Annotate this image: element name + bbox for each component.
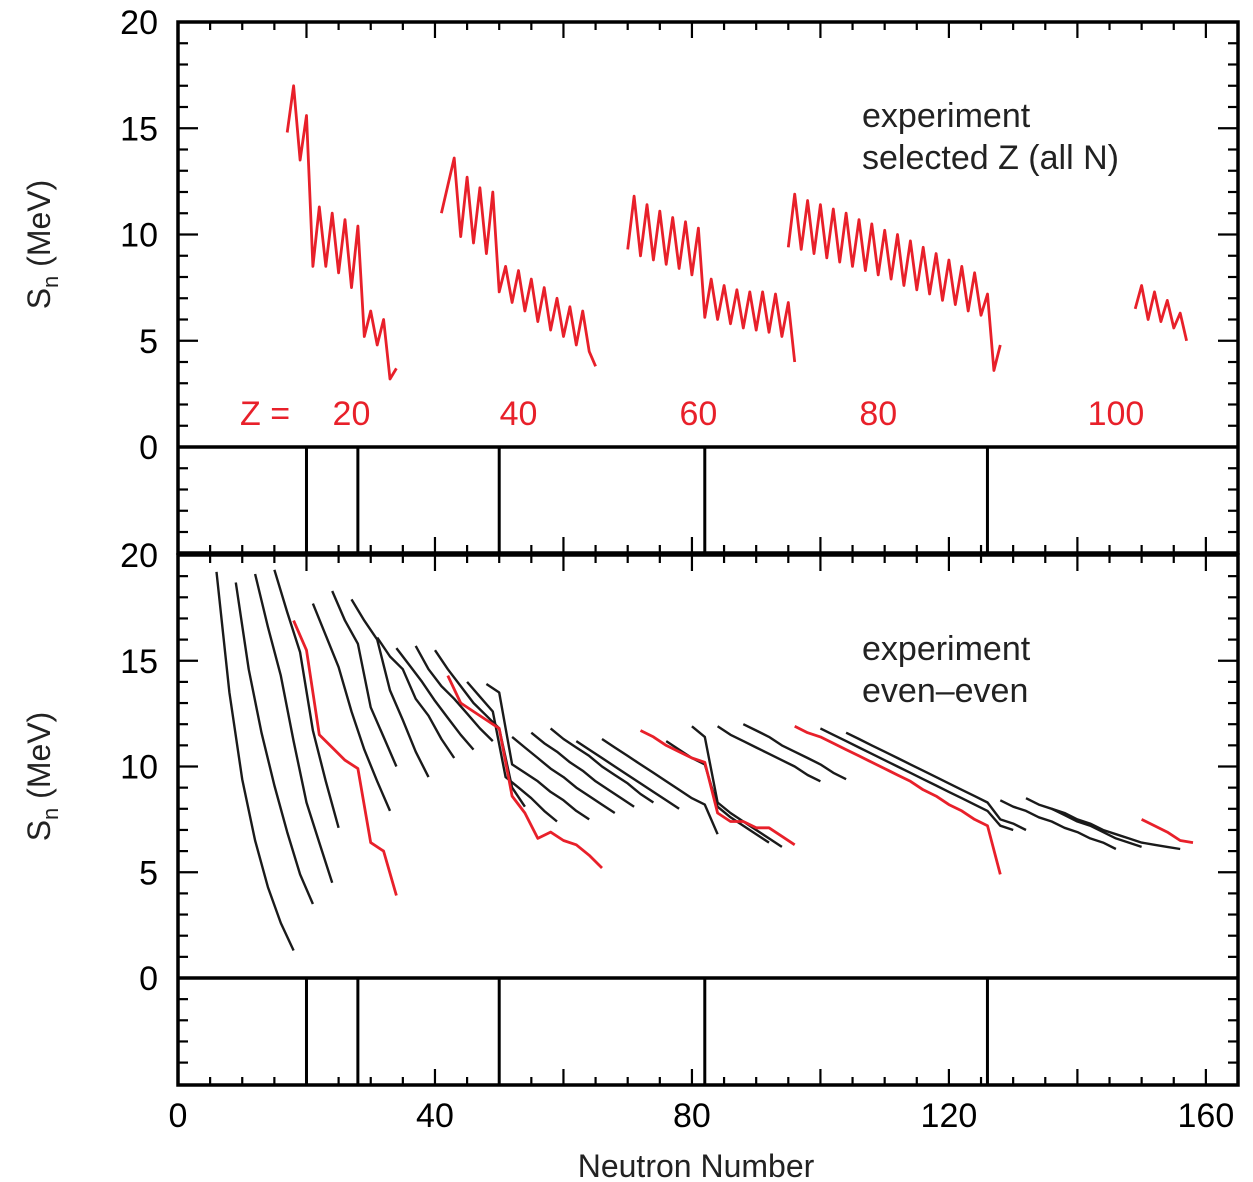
x-tick-label: 40 bbox=[416, 1097, 454, 1135]
top-panel: 0 5 10 15 20 Sn (MeV) experiment selected Z (al… bbox=[21, 4, 1240, 555]
background-isotope-line bbox=[716, 725, 821, 783]
plot-frame bbox=[176, 553, 1240, 1087]
y-axis-symbol: S bbox=[21, 820, 57, 841]
background-isotope-line bbox=[845, 731, 1027, 832]
z-value-label: 40 bbox=[500, 395, 538, 433]
background-isotope-line bbox=[819, 727, 1014, 832]
y-axis-title: Sn (MeV) bbox=[21, 712, 63, 842]
y-axis-unit: (MeV) bbox=[21, 712, 57, 808]
y-tick-label: 0 bbox=[139, 960, 158, 998]
background-isotope-line bbox=[575, 740, 680, 810]
panel-note-line: selected Z (all N) bbox=[862, 139, 1119, 177]
panel-note-line: even–even bbox=[862, 672, 1028, 710]
background-isotope-line bbox=[511, 735, 616, 815]
background-isotope-line bbox=[331, 590, 398, 767]
y-tick-label: 20 bbox=[120, 537, 158, 575]
x-axis-title: Neutron Number bbox=[578, 1148, 815, 1182]
highlight-series-line bbox=[626, 194, 797, 363]
background-isotope-line bbox=[215, 571, 295, 952]
background-isotope-line bbox=[414, 645, 494, 742]
background-isotope-line bbox=[273, 569, 340, 829]
y-tick-label: 20 bbox=[120, 4, 158, 42]
y-tick-label: 10 bbox=[120, 217, 158, 255]
z-value-label: 100 bbox=[1088, 395, 1145, 433]
highlight-series-line bbox=[786, 192, 1002, 372]
y-tick-label: 15 bbox=[120, 110, 158, 148]
z-value-label: 20 bbox=[333, 395, 371, 433]
background-isotope-line bbox=[485, 683, 590, 821]
y-axis-symbol: S bbox=[21, 288, 57, 309]
y-tick-label: 15 bbox=[120, 643, 158, 681]
background-isotope-line bbox=[395, 647, 475, 751]
background-isotope-line bbox=[549, 727, 655, 804]
background-isotope-line bbox=[311, 603, 392, 812]
y-axis-subscript: n bbox=[38, 808, 63, 820]
background-isotope-line bbox=[530, 731, 635, 808]
x-tick-label: 160 bbox=[1178, 1097, 1235, 1135]
y-tick-label: 5 bbox=[139, 854, 158, 892]
y-axis-title: Sn (MeV) bbox=[21, 180, 63, 310]
highlight-series-line bbox=[794, 725, 1002, 875]
background-isotope-line bbox=[1051, 807, 1181, 851]
background-isotope-line bbox=[253, 573, 334, 884]
x-tick-label: 80 bbox=[673, 1097, 711, 1135]
plot-frame bbox=[176, 20, 1240, 555]
background-isotope-line bbox=[601, 738, 719, 835]
z-value-label: 80 bbox=[859, 395, 897, 433]
x-tick-label: 120 bbox=[921, 1097, 978, 1135]
highlight-series-line bbox=[639, 729, 796, 846]
background-isotope-line bbox=[999, 799, 1117, 851]
background-isotope-line bbox=[691, 725, 783, 848]
y-tick-label: 0 bbox=[139, 429, 158, 467]
highlight-series-line bbox=[1133, 284, 1188, 342]
y-tick-label: 5 bbox=[139, 323, 158, 361]
background-isotope-line bbox=[742, 723, 847, 781]
panel-note-line: experiment bbox=[862, 630, 1031, 668]
background-isotope-line bbox=[466, 681, 558, 823]
highlight-series-line bbox=[446, 675, 603, 869]
background-isotope-line bbox=[1025, 797, 1142, 849]
panel-note-line: experiment bbox=[862, 97, 1031, 135]
z-value-label: 60 bbox=[679, 395, 717, 433]
highlight-series-line bbox=[440, 156, 597, 367]
background-isotope-line bbox=[350, 598, 430, 778]
background-isotope-line bbox=[376, 636, 456, 759]
highlight-series-line bbox=[1140, 818, 1194, 844]
y-axis-unit: (MeV) bbox=[21, 180, 57, 276]
highlight-series-line bbox=[292, 620, 398, 896]
y-tick-label: 10 bbox=[120, 749, 158, 787]
y-axis-subscript: n bbox=[38, 276, 63, 288]
highlight-series-line bbox=[285, 84, 398, 381]
x-tick-label: 0 bbox=[169, 1097, 188, 1135]
z-prefix-label: Z = bbox=[240, 395, 290, 433]
background-isotope-line bbox=[234, 582, 315, 905]
bottom-panel: 0 5 10 15 20 Sn (MeV) experiment even–even bbox=[21, 537, 1240, 1087]
